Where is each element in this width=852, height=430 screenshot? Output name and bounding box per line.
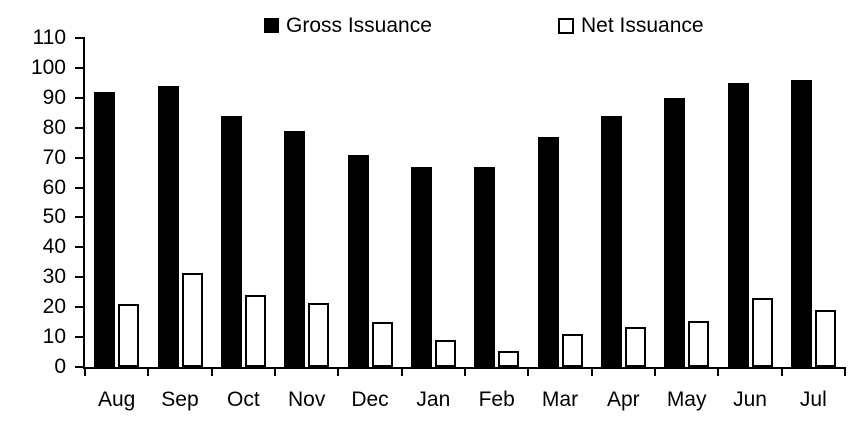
x-axis-tick — [717, 367, 720, 376]
y-axis-tick-label: 30 — [42, 265, 66, 289]
x-axis-tick — [780, 367, 783, 376]
y-axis-tick-label: 100 — [30, 55, 66, 79]
net-issuance-bar — [751, 298, 773, 367]
net-issuance-bar — [814, 310, 836, 367]
y-axis-tick-label: 40 — [42, 235, 66, 259]
net-issuance-bar — [688, 320, 710, 367]
x-axis-tick — [654, 367, 656, 376]
net-issuance-bar — [371, 322, 393, 367]
y-axis-tick — [75, 96, 85, 99]
gross-issuance-bar — [474, 166, 496, 367]
y-axis-tick — [75, 126, 85, 129]
net-issuance-bar — [308, 302, 330, 367]
legend-label-gross-issuance: Gross Issuance — [286, 14, 432, 37]
y-axis-tick — [75, 66, 85, 69]
y-axis-tick — [75, 156, 85, 159]
gross-issuance-bar — [347, 154, 369, 367]
x-axis-category-label: Oct — [226, 388, 260, 411]
gross-issuance-bar — [284, 130, 306, 367]
gross-issuance-bar — [537, 136, 559, 367]
x-axis-tick — [274, 367, 276, 376]
x-axis-category-label: Dec — [351, 388, 389, 411]
net-issuance-bar — [181, 272, 203, 367]
x-axis-tick — [527, 367, 530, 376]
x-axis-tick — [464, 367, 466, 376]
y-axis-tick-label: 80 — [42, 115, 66, 139]
y-axis-tick — [75, 246, 85, 249]
x-axis-tick — [147, 367, 150, 376]
gross-issuance-bar — [790, 79, 812, 367]
legend-label-net-issuance: Net Issuance — [581, 14, 704, 37]
x-axis-category-label: Jan — [416, 388, 451, 411]
y-axis-tick-label: 110 — [32, 26, 66, 49]
net-issuance-bar — [244, 295, 266, 367]
x-axis-category-label: May — [666, 388, 707, 411]
net-issuance-bar — [118, 304, 140, 367]
y-axis-tick-label: 60 — [42, 175, 66, 199]
x-axis-tick — [844, 367, 846, 376]
x-axis-category-label: Nov — [287, 388, 326, 411]
x-axis-tick — [400, 367, 403, 376]
gross-issuance-bar — [600, 115, 622, 367]
legend-item-gross-issuance: Gross Issuance — [264, 15, 432, 36]
gross-issuance-bar — [727, 82, 749, 367]
net-issuance-bar — [561, 334, 583, 367]
y-axis-tick-label: 50 — [42, 205, 66, 229]
y-axis-tick — [75, 276, 85, 279]
y-axis-tick — [75, 37, 85, 39]
plot-area: 0 10 20 30 40 50 60 70 80 90 100 110 Aug Sep Oct Nov Dec… — [31, 26, 846, 411]
net-issuance-bar — [624, 326, 646, 367]
y-axis-tick — [75, 336, 85, 339]
net-issuance-bar — [434, 340, 456, 367]
x-axis-category-label: Feb — [478, 388, 515, 411]
x-axis-category-label: Jul — [799, 388, 827, 411]
y-axis-tick-label: 10 — [42, 325, 66, 349]
y-axis-tick-label: 0 — [54, 355, 66, 378]
gross-issuance-bar — [94, 91, 116, 367]
x-axis-tick — [84, 367, 86, 376]
y-axis-tick-label: 70 — [42, 145, 66, 169]
gross-issuance-bar — [410, 166, 432, 367]
gross-issuance-bar — [220, 115, 242, 367]
x-axis-tick — [590, 367, 593, 376]
gross-issuance-bar — [157, 85, 179, 367]
legend-item-net-issuance: Net Issuance — [558, 15, 704, 36]
y-axis-tick — [75, 216, 85, 219]
y-axis-tick — [75, 186, 85, 189]
x-axis-category-label: Mar — [541, 388, 579, 411]
gross-issuance-swatch-icon — [264, 18, 279, 33]
y-axis-line — [83, 38, 85, 368]
x-axis-tick — [210, 367, 213, 376]
gross-issuance-bar — [664, 97, 686, 367]
net-issuance-swatch-icon — [558, 17, 574, 34]
x-axis-category-label: Jun — [733, 388, 767, 411]
x-axis-category-label: Sep — [161, 388, 199, 411]
net-issuance-bar — [498, 350, 520, 367]
x-axis-tick — [337, 367, 340, 376]
x-axis-category-label: Apr — [606, 388, 640, 411]
y-axis-tick — [75, 306, 85, 309]
x-axis-category-label: Aug — [97, 388, 136, 411]
y-axis-tick — [75, 366, 85, 368]
y-axis-tick-label: 90 — [42, 85, 66, 109]
y-axis-tick-label: 20 — [42, 295, 66, 319]
